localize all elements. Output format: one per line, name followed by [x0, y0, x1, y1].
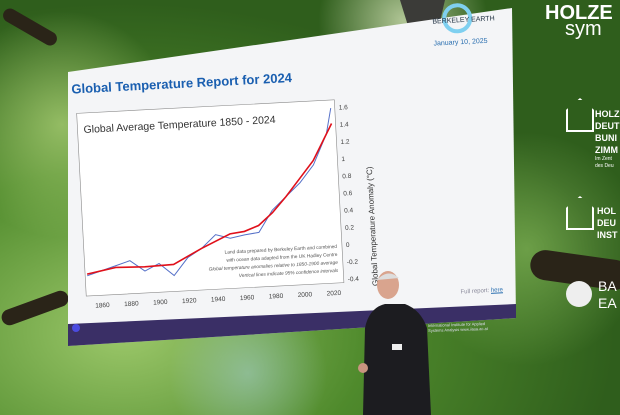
sign-org-1: HOLZ DEUT BUNI ZIMM Im Zent des Deu [595, 109, 620, 169]
y-tick-label: 0.2 [345, 224, 355, 231]
full-report-link[interactable]: here [490, 287, 504, 294]
x-tick-label: 1880 [124, 300, 139, 308]
y-tick-label: 0.6 [343, 190, 353, 197]
x-tick-label: 1960 [240, 294, 255, 302]
speaker-person [358, 271, 431, 415]
y-tick-label: 1 [341, 156, 345, 163]
slide-date: January 10, 2025 [433, 37, 488, 48]
y-tick-label: 1.2 [340, 138, 350, 145]
slide-title: Global Temperature Report for 2024 [71, 70, 293, 97]
sign-org-2: HOL DEU INST [597, 206, 618, 240]
y-tick-label: 0.8 [342, 173, 352, 180]
y-tick-label: 1.6 [339, 104, 349, 111]
sign-title: HOLZE [545, 2, 613, 24]
y-tick-label: 0.4 [344, 207, 354, 214]
chart-annotation: Land data prepared by Berkeley Earth and… [224, 244, 337, 256]
y-tick-label: -0.4 [348, 276, 360, 284]
sign-subtitle: sym [565, 18, 602, 40]
x-tick-label: 1920 [182, 297, 197, 305]
circle-logo-icon [566, 281, 592, 307]
house-logo-icon [566, 98, 594, 132]
chart-annotation: with ocean data adapted from the UK Hadl… [226, 252, 338, 264]
smoothed-trend-line [86, 123, 333, 275]
iiasa-logo: International Institute for Applied Syst… [427, 321, 488, 334]
y-tick-label: 1.4 [339, 121, 349, 128]
footer-dot [72, 324, 80, 332]
x-tick-label: 1900 [153, 299, 168, 307]
annual-series-line [87, 107, 332, 277]
x-tick-label: 2000 [298, 291, 313, 299]
x-tick-label: 2020 [326, 290, 341, 298]
house-logo-icon [566, 196, 594, 230]
full-report: Full report: here [460, 287, 504, 296]
plot-frame [76, 99, 345, 297]
x-tick-label: 1980 [269, 293, 284, 301]
slide-content: BERKELEY EARTH January 10, 2025 Global T… [54, 2, 514, 330]
sign-org-3: BA EA [598, 278, 617, 311]
x-tick-label: 1940 [211, 296, 226, 304]
chart-annotation: Vertical lines indicate 95% confidence i… [239, 268, 339, 279]
y-tick-label: 0 [346, 242, 350, 249]
x-tick-label: 1860 [95, 302, 110, 310]
y-tick-label: -0.2 [347, 259, 359, 267]
temperature-chart: Global Average Temperature 1850 - 2024 1… [76, 99, 380, 310]
